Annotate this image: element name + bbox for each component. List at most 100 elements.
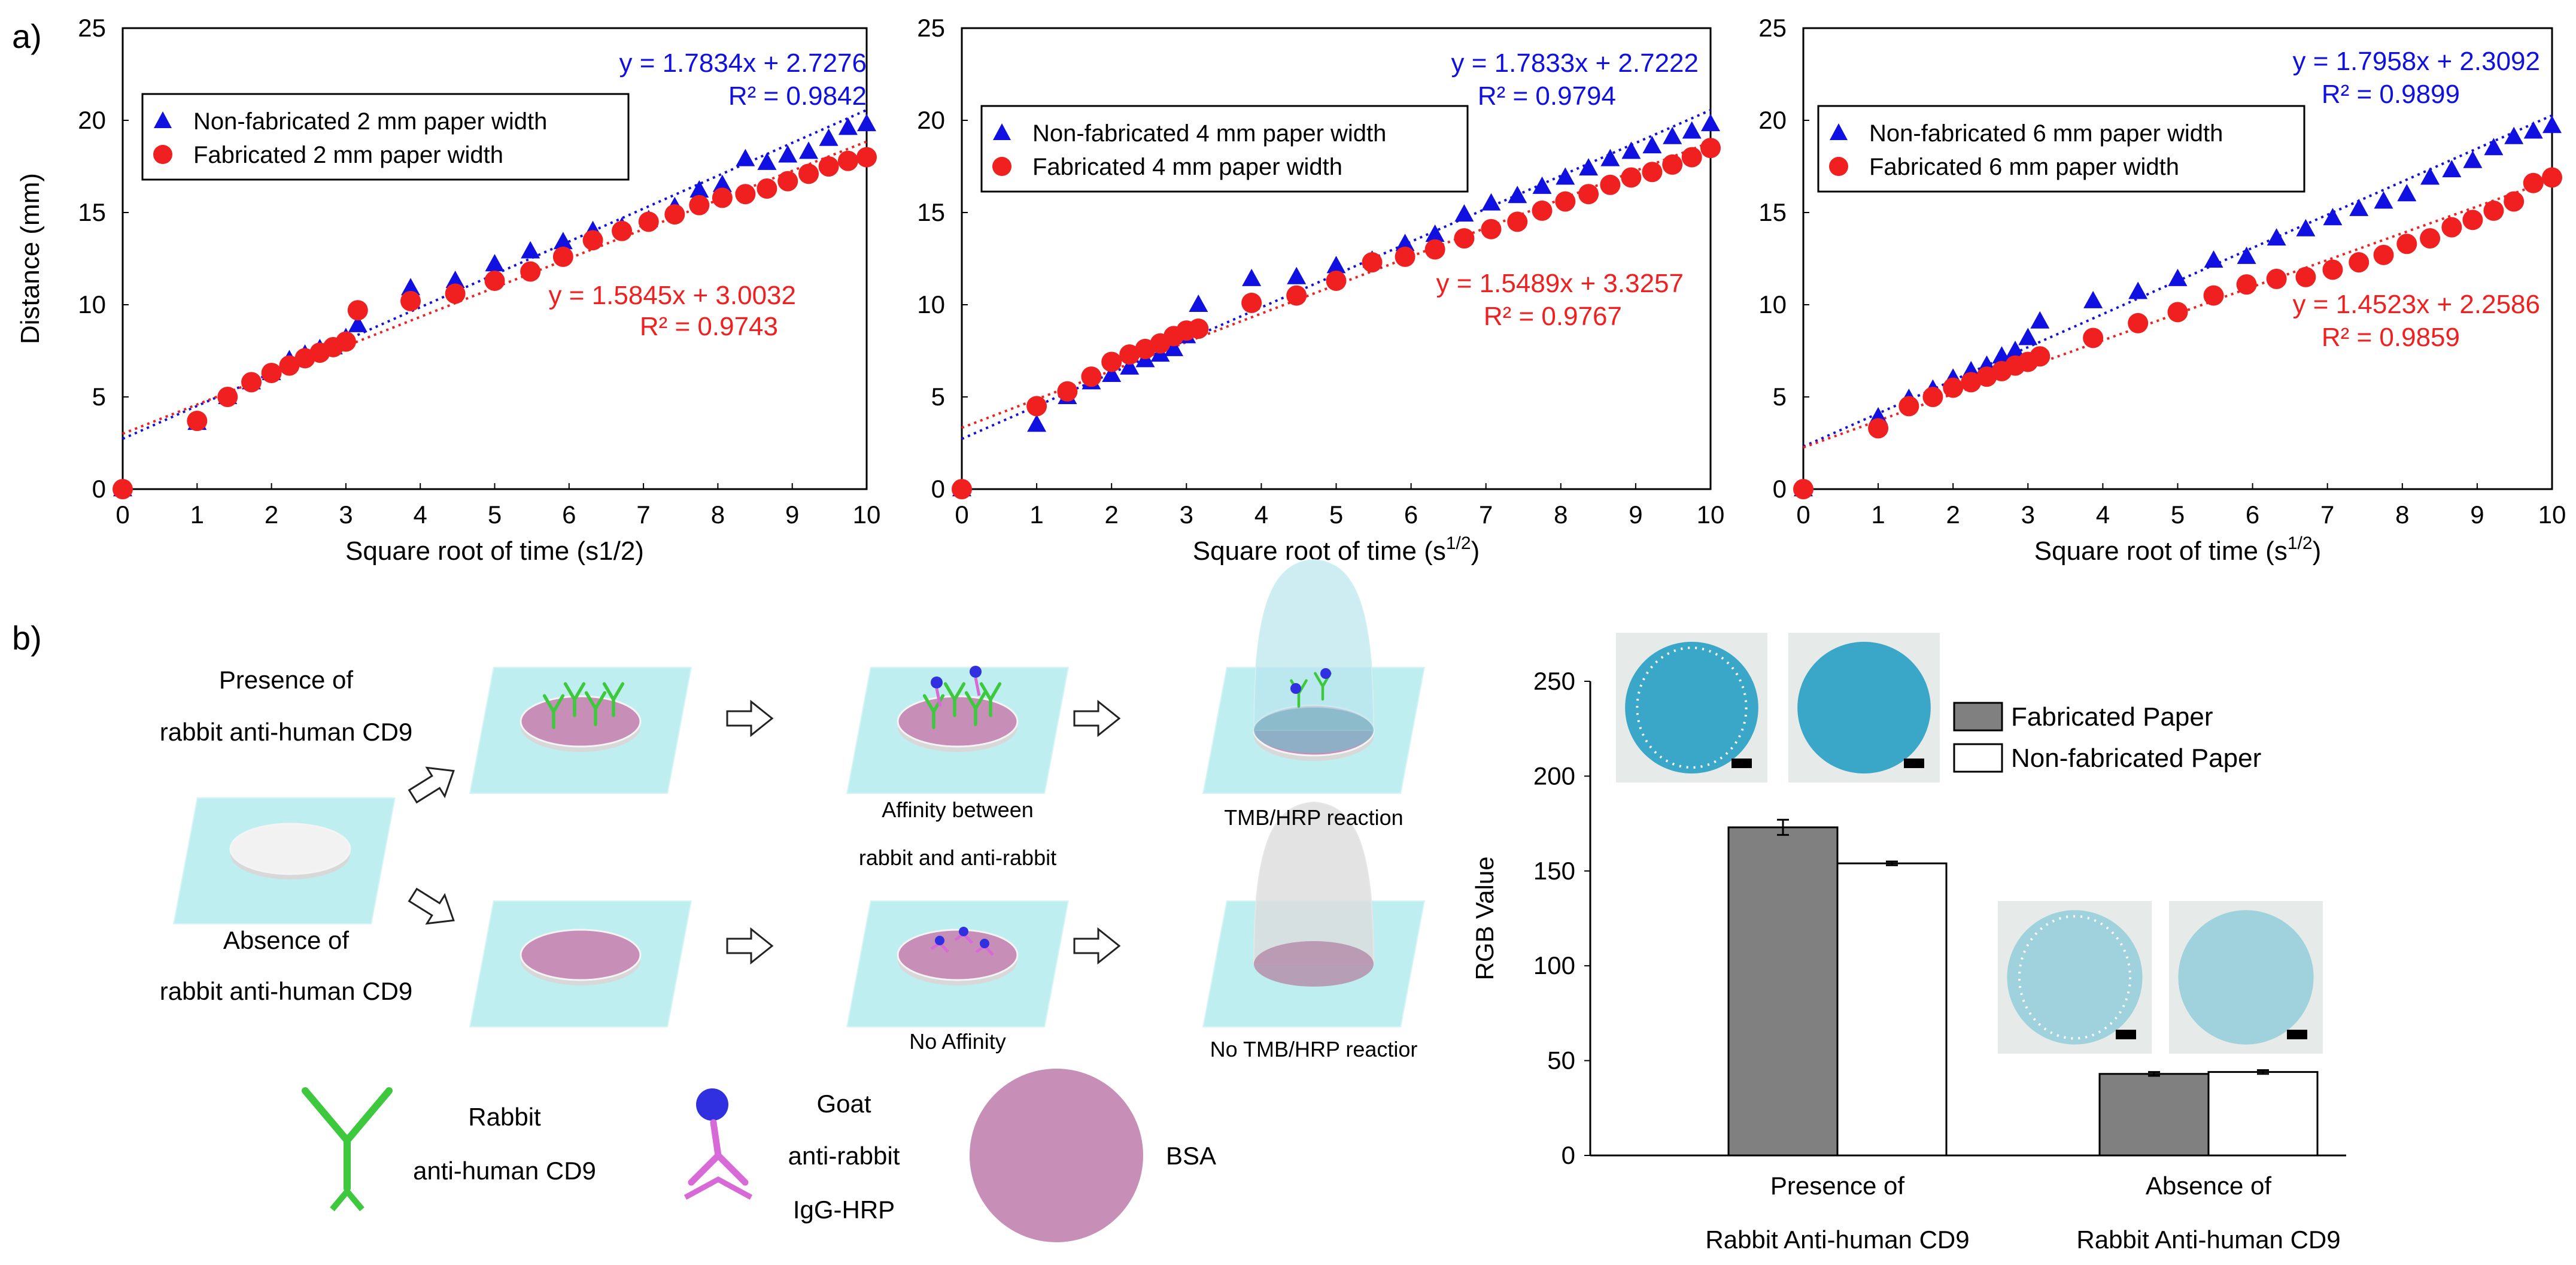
data-point [1287, 266, 1307, 284]
inset-photo-absence-fabricated-scale-bar [2116, 1030, 2136, 1039]
no-reaction-disc [1254, 941, 1374, 987]
r-squared-label: R² = 0.9842 [728, 81, 867, 111]
data-point [2441, 217, 2462, 238]
rabbit-icon-inner [302, 1087, 393, 1192]
data-point [2523, 121, 2543, 139]
x-tick-label: 2 [1105, 500, 1119, 529]
data-point [798, 163, 819, 184]
data-point [1793, 479, 1813, 499]
x-axis-label: Square root of time (s1/2) [345, 536, 644, 566]
arrow-absence-1 [726, 927, 774, 965]
goat-antibody [974, 677, 981, 696]
trend-equation: y = 1.7834x + 2.7276 [619, 48, 867, 78]
data-point [2128, 281, 2148, 299]
goat-antibody [935, 688, 942, 707]
x-tick-label: 8 [711, 500, 725, 529]
data-point [2083, 290, 2103, 308]
y-tick-label: 5 [1773, 383, 1787, 411]
rabbit-antibody [602, 682, 625, 717]
hrp-dot [980, 939, 989, 948]
scatter-chart-1: 0 1 2 3 4 5 6 7 8 9 10 0 5 10 15 20 25 Square root of tim… [16, 14, 880, 566]
legend-marker [1830, 123, 1848, 140]
bsa-disc-presence-1 [520, 695, 642, 748]
legend-rabbit-label-2: anti-human CD9 [413, 1157, 596, 1185]
x-tick-label: 1 [1871, 500, 1885, 529]
schematic: Presence of rabbit anti-human CD9 Absence … [160, 559, 1426, 1242]
y-tick-label: 5 [92, 383, 106, 411]
data-point [521, 241, 540, 259]
arrow-to-presence-shape [408, 766, 455, 804]
data-point [553, 232, 573, 250]
data-point [1425, 224, 1445, 242]
r-squared-label: R² = 0.9767 [1484, 302, 1622, 331]
x-tick-label: 1 [1029, 500, 1043, 529]
x-tick-label: 5 [1329, 500, 1343, 529]
bar [1836, 862, 1948, 1157]
data-point [819, 128, 839, 146]
arrow-presence-2 [1073, 699, 1121, 738]
data-point [1507, 211, 1528, 232]
data-point [1242, 268, 1262, 286]
no-reaction-dome [1253, 801, 1375, 964]
inset-photo-presence-fabricated-outline [1636, 647, 1748, 769]
data-point [1395, 233, 1415, 251]
data-point [582, 230, 603, 251]
inset-photo-presence-fabricated-scale-bar [1731, 759, 1752, 768]
rabbit-antibody [943, 682, 966, 717]
data-point [1663, 126, 1682, 144]
x-tick-label: 6 [562, 500, 576, 529]
data-point [2323, 208, 2343, 226]
x-tick-label: 10 [853, 500, 881, 529]
data-point [2322, 259, 2343, 280]
data-point [520, 261, 541, 282]
data-point [241, 372, 262, 393]
data-point [2296, 219, 2316, 236]
arrow-to-absence [408, 887, 455, 925]
legend-box [141, 93, 630, 181]
bar-chart: 0 50 100 150 200 250 RGB Value Presence of Rabbi… [1471, 633, 2346, 1254]
data-point [778, 145, 798, 163]
data-point [1454, 204, 1474, 222]
data-point [2504, 191, 2525, 212]
affinity-label-2: rabbit and anti-rabbit [859, 845, 1056, 870]
data-point [2504, 126, 2524, 144]
data-point [2523, 172, 2544, 193]
data-point [2128, 313, 2149, 333]
x-axis-label: Square root of time (s1/2) [2034, 533, 2321, 566]
legend-goat-label-1: Goat [816, 1090, 871, 1118]
data-point [1026, 396, 1047, 417]
y-tick-label: 20 [1758, 106, 1787, 134]
data-point [2420, 167, 2440, 185]
presence-label-1: Presence of [219, 666, 353, 694]
data-point [2463, 150, 2483, 168]
data-point [712, 174, 732, 192]
y-tick-label: 0 [1773, 475, 1787, 503]
legend-marker [153, 145, 172, 164]
arrow-to-presence [408, 766, 455, 804]
y-tick-label: 0 [92, 475, 106, 503]
data-point [2396, 233, 2417, 254]
data-point [445, 283, 466, 304]
data-point [2542, 167, 2562, 188]
data-point [348, 314, 367, 332]
x-tick-label: 1 [190, 500, 204, 529]
x-tick-label: 6 [1404, 500, 1418, 529]
inset-photo-presence-fabricated [1616, 633, 1767, 782]
r-squared-label: R² = 0.9743 [640, 312, 778, 341]
bsa-disc-absence-1 [520, 929, 642, 981]
x-tick-label: 2 [265, 500, 278, 529]
bar [2207, 1071, 2319, 1157]
y-tick-label: 0 [1562, 1141, 1575, 1169]
data-point [2083, 327, 2104, 348]
data-point [757, 152, 777, 170]
hrp-dot [1320, 668, 1331, 679]
goat-icon-base [684, 1176, 753, 1200]
data-point [2203, 285, 2224, 306]
rabbit-antibody-arms [943, 682, 966, 717]
x-tick-label: 5 [2171, 500, 2185, 529]
data-point [485, 254, 505, 272]
data-point [1600, 148, 1620, 166]
rabbit-icon-base [330, 1187, 364, 1212]
y-tick-label: 25 [917, 14, 945, 42]
y-tick-label: 150 [1533, 857, 1575, 885]
